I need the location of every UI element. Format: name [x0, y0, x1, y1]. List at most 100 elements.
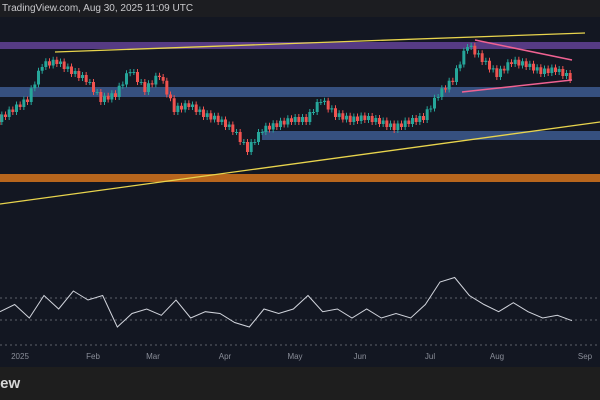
candle-body [194, 104, 198, 112]
candle-body [286, 118, 290, 125]
candle-body [539, 67, 543, 74]
triangle-upper-line [474, 39, 573, 61]
candle-body [407, 120, 411, 124]
candle-body [301, 117, 304, 122]
candle-body [70, 66, 73, 74]
candle-body [161, 77, 165, 81]
candle-body [125, 73, 128, 85]
candle-body [466, 47, 469, 51]
candle-body [88, 82, 92, 83]
candle-body [235, 132, 238, 133]
candle-body [499, 68, 502, 77]
candle-body [176, 105, 180, 112]
candle-body [7, 109, 11, 117]
candle-body [392, 123, 396, 130]
candle-body [458, 64, 462, 69]
candle-body [323, 100, 326, 102]
candle-body [191, 104, 194, 107]
purple-resistance-zone [0, 42, 600, 49]
candle-body [220, 119, 224, 122]
candle-body [95, 92, 99, 93]
candle-body [165, 80, 169, 95]
candle-body [172, 98, 176, 112]
header-title: TradingView.com, Aug 30, 2025 11:09 UTC [0, 0, 600, 17]
candle-body [51, 59, 55, 66]
candle-body [18, 104, 22, 107]
candle-body [15, 104, 18, 112]
candle-body [374, 118, 378, 122]
x-tick-label: Sep [577, 352, 593, 361]
upper-trendline [54, 32, 586, 53]
candle-body [546, 68, 550, 73]
candle-body [48, 61, 51, 66]
x-tick-label: Jul [424, 352, 436, 361]
lower-trendline [0, 121, 600, 205]
candle-body [290, 118, 293, 122]
candle-body [422, 116, 425, 120]
candle-body [183, 103, 187, 110]
candle-body [308, 112, 312, 122]
candle-body [491, 68, 495, 70]
candle-body [447, 80, 451, 90]
candle-body [103, 95, 106, 102]
candle-body [26, 99, 29, 102]
rsi-line [0, 276, 573, 328]
candle-body [557, 69, 561, 72]
candle-body [385, 120, 389, 127]
candle-body [326, 100, 330, 110]
candle-body [37, 70, 40, 85]
candle-body [352, 116, 356, 122]
candle-body [139, 82, 143, 83]
candle-body [433, 97, 436, 109]
candle-body [40, 67, 44, 71]
candle-body [33, 84, 37, 89]
footer-bar: iew [0, 367, 600, 400]
x-tick-label: 2025 [11, 352, 29, 361]
candle-body [117, 85, 121, 97]
tradingview-logo-text: iew [0, 375, 21, 392]
candle-body [319, 102, 323, 103]
candle-body [455, 68, 458, 82]
candle-body [304, 117, 308, 122]
candle-body [532, 63, 535, 71]
candle-body [363, 115, 367, 120]
candle-body [561, 69, 565, 76]
candle-body [535, 67, 539, 71]
candle-body [315, 102, 319, 112]
candle-body [550, 67, 554, 73]
candle-body [440, 88, 444, 97]
candle-body [110, 93, 114, 100]
candle-body [334, 108, 337, 117]
price-chart[interactable] [0, 17, 600, 350]
candle-body [99, 92, 103, 102]
candle-body [381, 120, 385, 124]
candle-body [462, 50, 466, 65]
candle-body [150, 83, 154, 85]
candle-body [341, 113, 345, 120]
candle-body [356, 116, 359, 121]
candle-body [22, 99, 26, 107]
candle-body [528, 63, 532, 67]
candle-body [260, 132, 264, 133]
candle-body [253, 142, 257, 143]
candle-body [345, 115, 348, 120]
candle-body [429, 108, 433, 110]
candle-body [209, 113, 213, 120]
candle-body [77, 71, 81, 78]
candle-body [348, 115, 352, 122]
candle-body [293, 117, 297, 122]
candle-body [227, 124, 231, 127]
candle-body [29, 88, 33, 102]
candle-body [242, 142, 246, 143]
candle-body [187, 103, 191, 107]
candle-body [205, 113, 209, 117]
x-tick-label: Mar [146, 352, 160, 361]
x-tick-label: Feb [86, 352, 100, 361]
candle-body [510, 62, 513, 64]
candle-body [414, 118, 418, 122]
candle-body [106, 95, 110, 100]
candle-body [147, 83, 150, 92]
candle-body [330, 108, 334, 110]
candle-body [121, 84, 125, 86]
candle-body [411, 118, 414, 124]
